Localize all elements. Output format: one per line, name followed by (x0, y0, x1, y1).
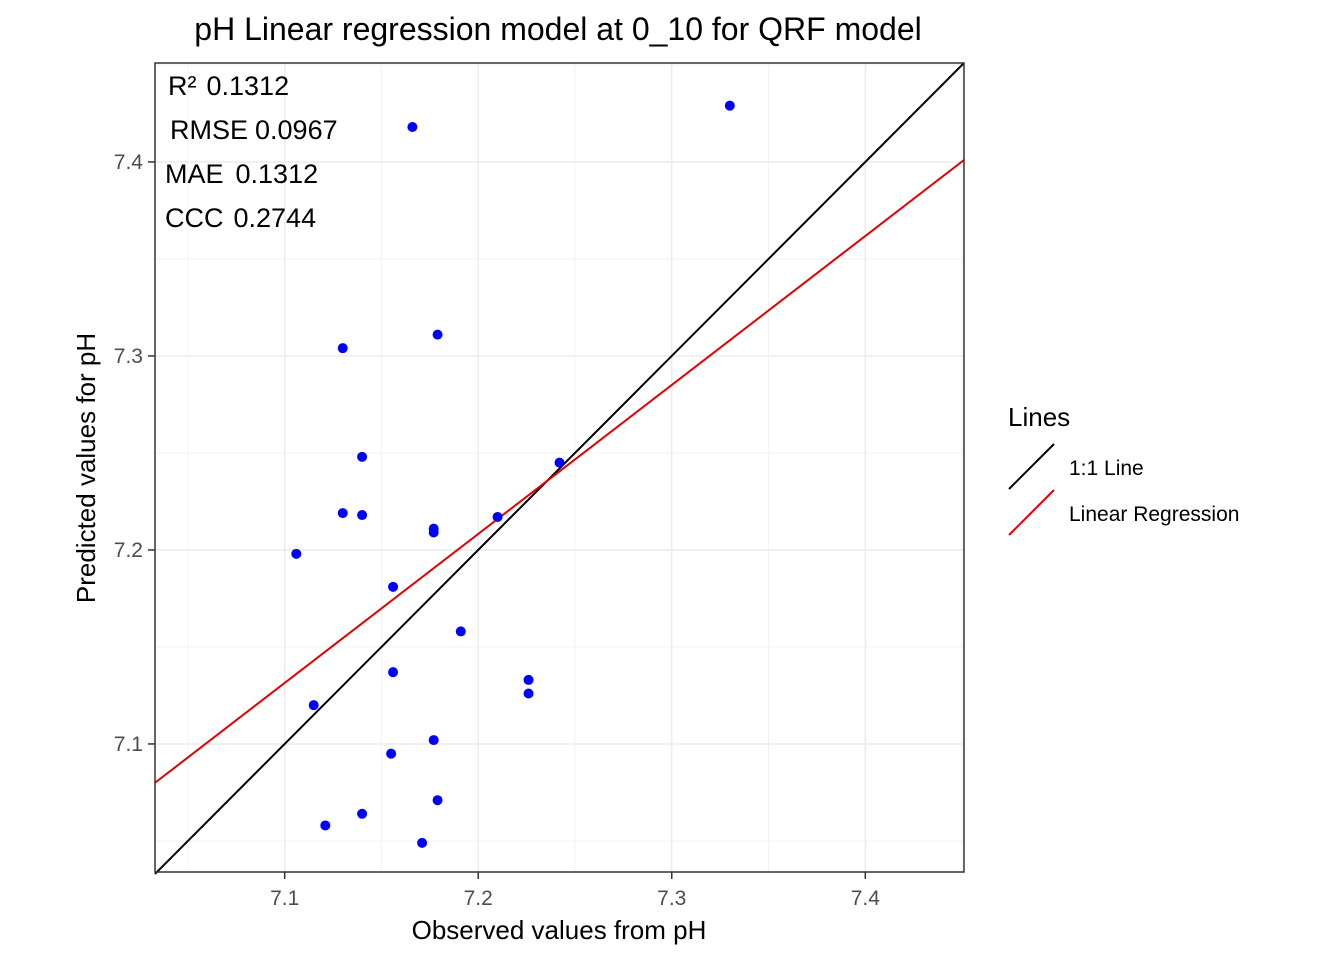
data-point (417, 837, 428, 848)
data-point (337, 508, 348, 519)
data-point (308, 700, 319, 711)
x-tick-label: 7.2 (464, 887, 493, 910)
data-point (432, 795, 443, 806)
x-tick-label: 7.3 (657, 887, 686, 910)
stat-mae: MAE 0.1312 (165, 159, 318, 189)
data-point (388, 667, 399, 678)
data-point (320, 820, 331, 831)
x-axis-label: Observed values from pH (412, 915, 707, 945)
data-point (357, 451, 368, 462)
y-tick-label: 7.1 (114, 733, 143, 756)
data-point (357, 808, 368, 819)
data-point (455, 626, 466, 637)
data-point (523, 688, 534, 699)
data-point (428, 735, 439, 746)
legend-label-1-1-line: 1:1 Line (1069, 457, 1144, 480)
data-point (428, 527, 439, 538)
legend-label-linear-regression: Linear Regression (1069, 503, 1239, 526)
data-point (724, 100, 735, 111)
y-tick-label: 7.4 (114, 151, 144, 174)
stats-annotation: R² 0.1312 RMSE 0.0967 MAE 0.1312 CCC 0.2744 (165, 71, 338, 233)
data-point (388, 581, 399, 592)
y-tick-label: 7.3 (114, 345, 143, 368)
data-point (523, 674, 534, 685)
data-point (357, 510, 368, 521)
data-point (432, 329, 443, 340)
reference-lines (154, 62, 965, 875)
x-tick-label: 7.4 (851, 887, 881, 910)
x-tick-label: 7.1 (270, 887, 299, 910)
data-point (386, 748, 397, 759)
scatter-points (291, 100, 735, 848)
stat-rmse: RMSE 0.0967 (170, 115, 338, 145)
y-tick-label: 7.2 (114, 539, 143, 562)
data-point (337, 343, 348, 354)
stat-ccc: CCC 0.2744 (165, 203, 316, 233)
legend-key-1-1-line (1008, 443, 1055, 490)
grid (155, 63, 964, 872)
stat-r2: R² 0.1312 (168, 71, 289, 101)
data-point (291, 548, 302, 559)
y-axis-label: Predicted values for pH (71, 333, 101, 603)
linear-regression-line (154, 159, 965, 784)
x-axis-ticks: 7.1 7.2 7.3 7.4 (270, 872, 880, 910)
data-point (554, 457, 565, 468)
data-point (407, 122, 418, 133)
data-point (492, 511, 503, 522)
y-axis-ticks: 7.1 7.2 7.3 7.4 (114, 151, 155, 756)
chart-title: pH Linear regression model at 0_10 for Q… (194, 11, 921, 47)
legend-title: Lines (1008, 402, 1070, 432)
one-to-one-line (154, 62, 965, 875)
plot-border (154, 62, 965, 873)
legend: Lines 1:1 Line Linear Regression (1008, 402, 1239, 536)
legend-key-linear-regression (1008, 489, 1055, 536)
